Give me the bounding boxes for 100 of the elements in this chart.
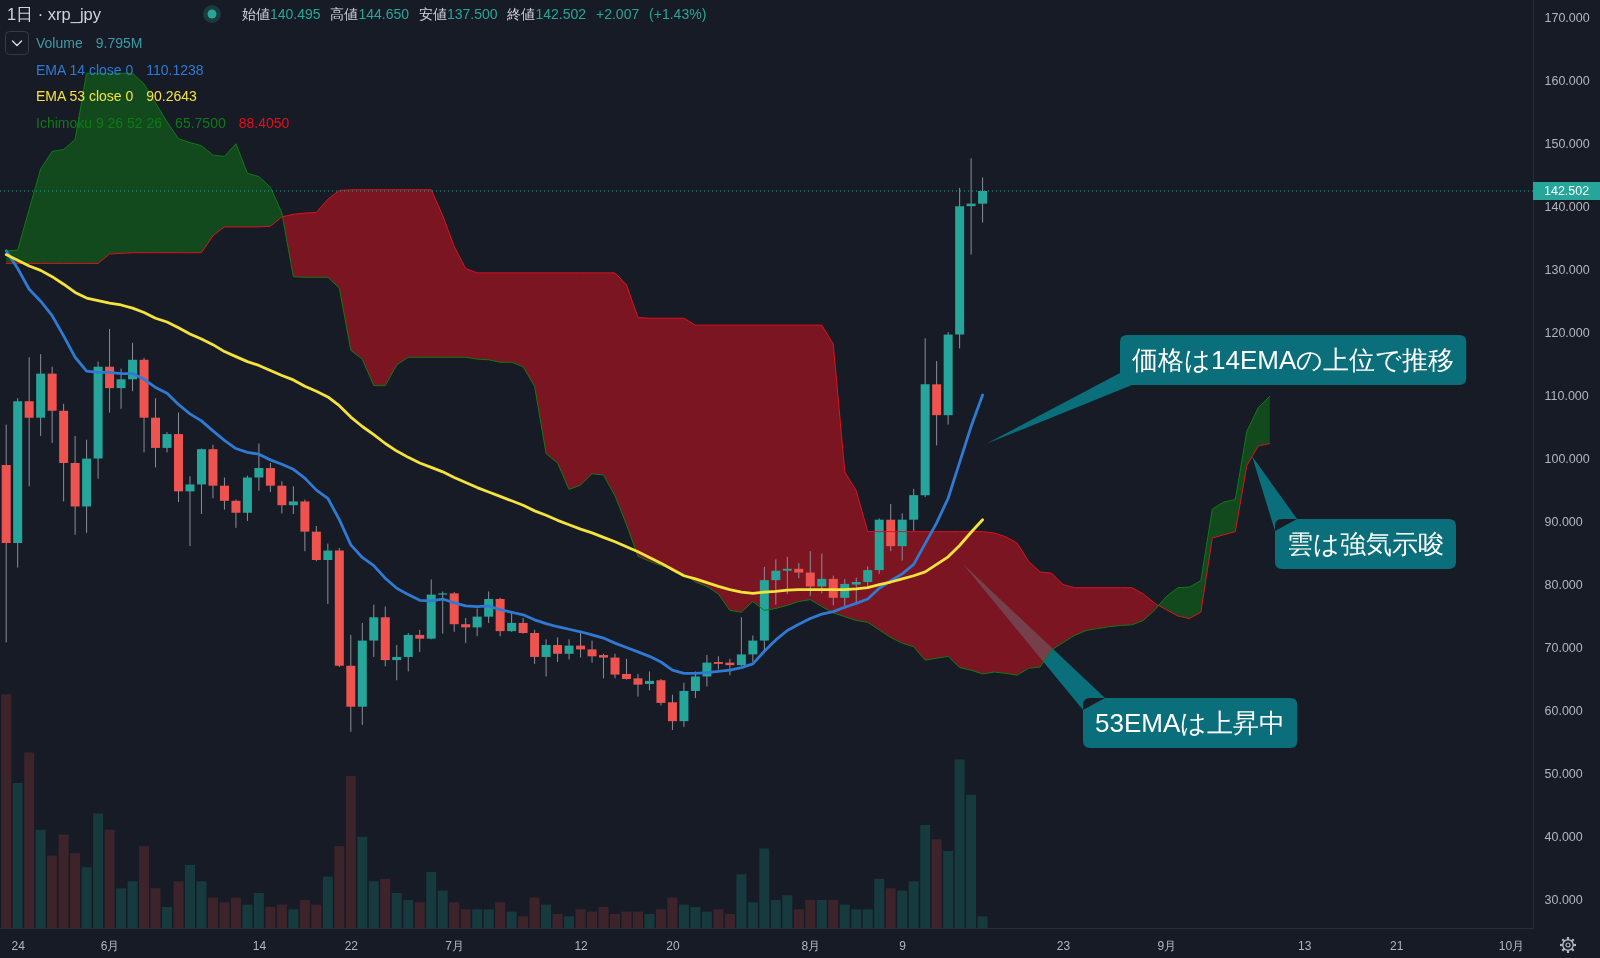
candlestick <box>656 678 666 706</box>
candlestick <box>622 658 631 681</box>
text: 始値140.495 高値144.650 安値137.500 終値142.502 +2.007 (+1.43%) <box>242 6 707 22</box>
candlestick <box>587 640 597 664</box>
bar <box>564 916 575 928</box>
bar <box>437 890 448 928</box>
bar <box>139 846 150 928</box>
candlestick <box>805 550 815 597</box>
candlestick <box>472 607 482 637</box>
bar <box>116 888 127 928</box>
bar <box>529 897 540 928</box>
x-tick-label: 21 <box>1389 938 1404 953</box>
bar <box>345 775 356 928</box>
text: EMA 53 close 0 <box>36 88 134 105</box>
y-tick-label: 140.000 <box>1544 200 1590 215</box>
x-tick-label: 13 <box>1298 938 1312 953</box>
candlestick <box>817 553 827 594</box>
candlestick <box>392 644 402 681</box>
x-tick-label: 12 <box>574 938 589 953</box>
bar <box>47 855 58 928</box>
x-tick-label: 10月 <box>1498 938 1525 953</box>
candlestick <box>231 499 241 529</box>
bar <box>943 850 954 928</box>
candlestick <box>323 543 333 605</box>
candlestick <box>219 477 229 511</box>
y-tick-label: 160.000 <box>1544 74 1590 89</box>
candlestick <box>185 475 195 547</box>
y-tick-label: 100.000 <box>1544 452 1590 467</box>
y-tick-label: 120.000 <box>1544 326 1590 341</box>
annotation: 価格は14EMAの上位で推移 <box>1132 345 1455 375</box>
x-tick-label: 6月 <box>100 938 120 953</box>
candlestick <box>254 443 264 492</box>
bar <box>173 881 184 928</box>
candlestick <box>748 635 758 663</box>
candlestick <box>288 485 298 515</box>
text: EMA 14 close 0 <box>36 61 134 78</box>
bar <box>127 881 138 928</box>
bar <box>368 881 379 928</box>
bar <box>644 913 655 928</box>
candlestick <box>553 636 563 663</box>
bar <box>483 909 494 928</box>
bar <box>816 899 827 928</box>
x-tick-label: 9 <box>899 938 907 953</box>
candlestick <box>633 673 643 698</box>
bar <box>162 906 173 928</box>
bar <box>506 911 517 928</box>
bar <box>288 909 299 928</box>
x-tick-label: 20 <box>666 938 680 953</box>
candlestick <box>530 629 540 665</box>
candlestick <box>610 653 620 679</box>
candlestick <box>599 653 609 679</box>
bar <box>701 911 712 928</box>
y-tick-label: 30.000 <box>1544 892 1583 907</box>
bar <box>322 876 333 928</box>
bar <box>414 902 425 928</box>
bar <box>35 829 46 928</box>
y-tick-label: 70.000 <box>1544 641 1583 655</box>
bar <box>242 904 253 928</box>
bar <box>885 888 896 928</box>
x-tick-label: 7月 <box>445 938 465 953</box>
candlestick <box>265 462 275 493</box>
candlestick <box>369 604 379 658</box>
y-tick-label: 110.000 <box>1544 389 1589 404</box>
bar <box>931 839 942 928</box>
bar <box>449 902 460 928</box>
bar <box>104 829 115 928</box>
bar <box>276 904 287 928</box>
bar <box>828 899 839 928</box>
annotation: 雲は強気示唆 <box>1287 529 1444 559</box>
candlestick <box>667 694 677 731</box>
candlestick <box>116 368 126 410</box>
x-tick-label: 8月 <box>801 938 821 953</box>
x-tick-label: 9月 <box>1157 938 1177 953</box>
y-tick-label: 40.000 <box>1544 829 1583 844</box>
candlestick <box>541 638 551 677</box>
bar <box>357 836 368 928</box>
y-tick-label: 150.000 <box>1544 137 1590 152</box>
x-tick-label: 22 <box>344 938 359 953</box>
ref-line-label: 142.502 <box>1544 184 1590 199</box>
bar <box>253 892 264 928</box>
bar <box>541 904 552 928</box>
text: Volume <box>36 34 83 51</box>
x-tick-label: 24 <box>11 938 26 953</box>
candlestick <box>461 617 471 644</box>
y-tick-label: 80.000 <box>1544 578 1583 593</box>
y-tick-label: 50.000 <box>1544 766 1583 781</box>
chart-title: 1日 · xrp_jpy <box>7 4 102 25</box>
annotation: 9.795M <box>95 34 143 51</box>
y-tick-label: 130.000 <box>1544 263 1590 278</box>
candlestick <box>24 356 34 487</box>
candlestick <box>782 556 792 595</box>
candlestick <box>162 431 172 453</box>
bar <box>150 888 161 928</box>
candlestick <box>438 590 448 635</box>
bar <box>472 909 483 928</box>
annotation: 88.4050 <box>238 115 290 132</box>
line-series <box>4 249 984 675</box>
candlestick <box>507 612 517 633</box>
bar <box>518 916 529 928</box>
bar <box>724 913 735 928</box>
